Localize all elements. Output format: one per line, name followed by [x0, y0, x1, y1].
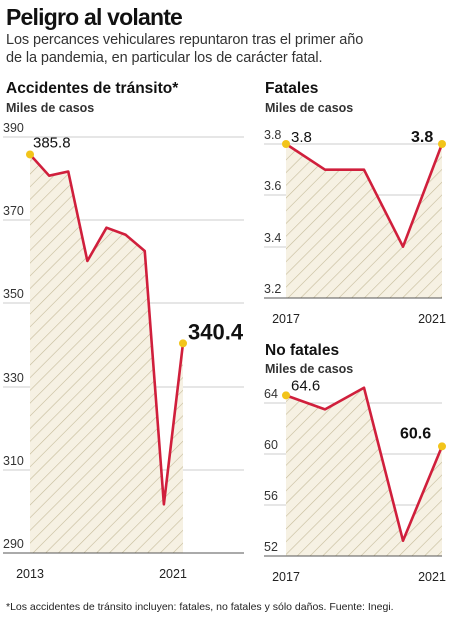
chart-title-fatales: Fatales [265, 80, 319, 97]
x-tick-label: 2021 [418, 312, 446, 326]
y-tick-label: 310 [3, 454, 24, 468]
data-point [438, 442, 446, 451]
data-point [282, 140, 290, 148]
data-label-end: 60.6 [400, 425, 431, 442]
y-tick-label: 370 [3, 204, 24, 218]
data-label-end: 340.4 [188, 319, 244, 344]
series-line-fatales [285, 142, 444, 248]
y-tick-label: 350 [3, 287, 24, 301]
series-area-no-fatales [286, 387, 442, 556]
y-tick-label: 290 [3, 537, 24, 551]
y-tick-label: 330 [3, 371, 24, 385]
y-tick-label: 390 [3, 121, 24, 135]
data-point [179, 339, 187, 348]
x-tick-label: 2021 [159, 567, 187, 581]
y-tick-label: 60 [264, 438, 278, 452]
chart-unit-accidentes: Miles de casos [6, 101, 95, 115]
y-tick-label: 64 [264, 387, 278, 401]
page-title: Peligro al volante [6, 4, 183, 30]
y-tick-label: 3.4 [264, 231, 281, 245]
chart-unit-fatales: Miles de casos [265, 101, 354, 115]
data-point [26, 150, 34, 159]
chart-title-accidentes: Accidentes de tránsito* [6, 80, 179, 97]
series-area-fatales [286, 144, 442, 298]
x-tick-label: 2013 [16, 567, 44, 581]
x-tick-label: 2017 [272, 312, 300, 326]
subtitle-line-2: de la pandemia, en particular los de car… [6, 50, 323, 66]
chart-unit-no-fatales: Miles de casos [265, 362, 354, 376]
chart-title-no-fatales: No fatales [265, 342, 340, 359]
data-point [438, 140, 446, 148]
data-label-start: 385.8 [33, 134, 71, 151]
data-point [282, 391, 290, 400]
data-label-start: 64.6 [291, 377, 320, 394]
subtitle-line-1: Los percances vehiculares repuntaron tra… [6, 32, 364, 48]
y-tick-label: 3.8 [264, 128, 281, 142]
series-area-accidentes [30, 154, 183, 554]
x-tick-label: 2017 [272, 570, 300, 584]
series-line-no-fatales [285, 386, 444, 543]
data-label-end: 3.8 [411, 129, 433, 146]
y-tick-label: 3.6 [264, 179, 281, 193]
series-line-accidentes [29, 153, 185, 506]
footnote: *Los accidentes de tránsito incluyen: fa… [6, 601, 394, 613]
y-tick-label: 56 [264, 489, 278, 503]
y-tick-label: 3.2 [264, 282, 281, 296]
y-tick-label: 52 [264, 540, 278, 554]
x-tick-label: 2021 [418, 570, 446, 584]
data-label-start: 3.8 [291, 129, 312, 146]
